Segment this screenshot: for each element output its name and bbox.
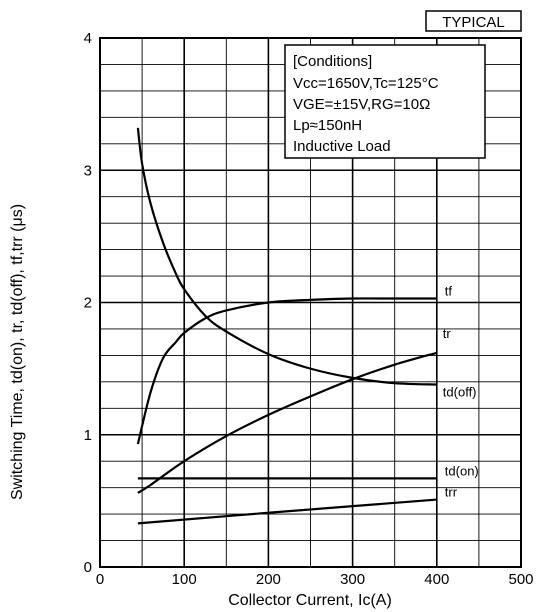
y-axis-title: Switching Time, td(on), tr, td(off), tf,… xyxy=(9,204,26,500)
series-label-tr: tr xyxy=(443,326,452,341)
series-labels: tf tr td(off) td(on) trr xyxy=(443,284,479,500)
conditions-box-frame xyxy=(284,44,486,159)
x-tick-label: 300 xyxy=(340,571,365,588)
x-tick-labels: 0 100 200 300 400 500 xyxy=(96,571,534,588)
series-label-trr: trr xyxy=(445,485,458,500)
series-line-tr xyxy=(137,351,438,494)
series-label-td-off: td(off) xyxy=(443,384,477,399)
series-line-td-off xyxy=(136,127,437,386)
conditions-heading: [Conditions] xyxy=(293,53,372,70)
x-tick-label: 0 xyxy=(96,571,104,588)
y-tick-label: 3 xyxy=(84,162,92,179)
series-line-trr xyxy=(137,498,437,525)
x-tick-label: 100 xyxy=(172,571,197,588)
typical-badge-text: TYPICAL xyxy=(442,14,505,31)
conditions-box: [Conditions] Vcc=1650V,Tc=125°C VGE=±15V… xyxy=(284,44,486,159)
y-tick-label: 1 xyxy=(84,427,92,444)
y-tick-label: 2 xyxy=(84,295,92,312)
series-label-tf: tf xyxy=(445,284,453,299)
plot-frame xyxy=(99,37,522,568)
y-tick-label: 0 xyxy=(84,559,92,576)
series-label-td-on: td(on) xyxy=(445,463,479,478)
y-tick-labels: 0 1 2 3 4 xyxy=(84,30,92,576)
typical-badge-frame xyxy=(425,10,522,32)
x-tick-label: 400 xyxy=(424,571,449,588)
series-line-tf xyxy=(136,297,437,445)
conditions-vge-rg: VGE=±15V,RG=10Ω xyxy=(293,96,430,113)
conditions-lp: Lp≈150nH xyxy=(293,117,362,134)
typical-badge: TYPICAL xyxy=(425,10,522,32)
conditions-vcc-tc: Vcc=1650V,Tc=125°C xyxy=(293,75,439,92)
conditions-load: Inductive Load xyxy=(293,138,391,155)
x-tick-label: 200 xyxy=(256,571,281,588)
x-tick-label: 500 xyxy=(508,571,533,588)
series-lines xyxy=(136,127,438,525)
y-tick-label: 4 xyxy=(84,30,92,47)
x-axis-title: Collector Current, Ic(A) xyxy=(228,592,392,609)
